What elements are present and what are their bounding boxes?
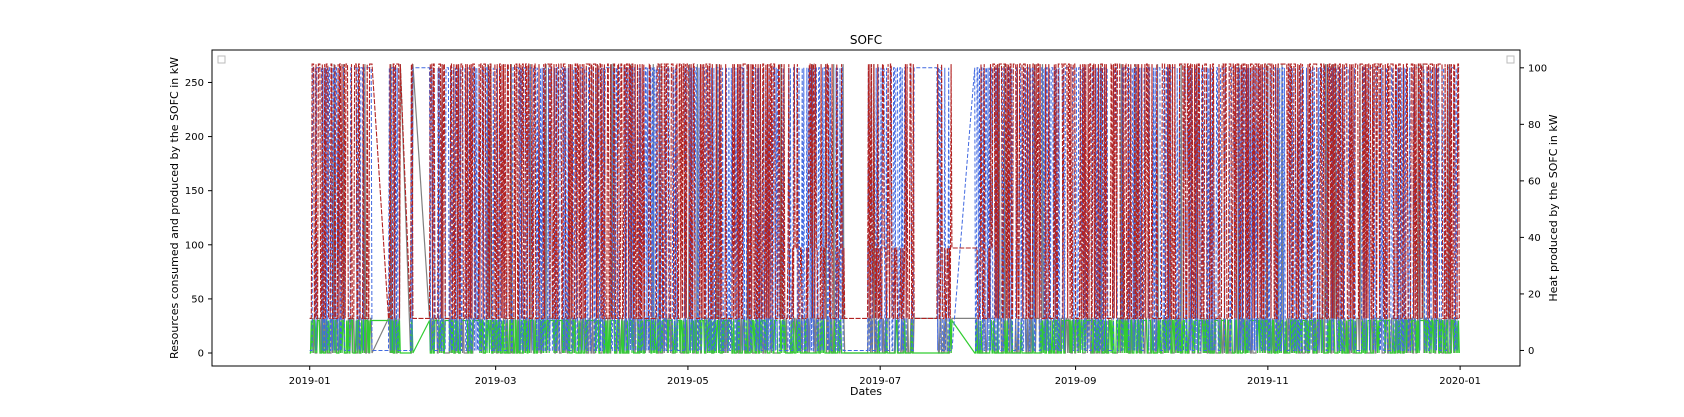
x-tick-label: 2019-03 bbox=[475, 376, 517, 387]
x-axis-ticks: 2019-01 2019-03 2019-05 2019-07 2019-09 2019-… bbox=[289, 366, 1481, 387]
right-y-tick-label: 40 bbox=[1528, 233, 1541, 244]
series-line-red bbox=[309, 63, 1460, 319]
left-y-tick-label: 0 bbox=[198, 349, 204, 360]
left-y-tick-label: 150 bbox=[185, 186, 204, 197]
x-tick-label: 2019-05 bbox=[667, 376, 709, 387]
right-y-tick-label: 60 bbox=[1528, 176, 1541, 187]
series-line-blue bbox=[309, 67, 1460, 351]
x-tick-label: 2019-01 bbox=[289, 376, 331, 387]
right-y-tick-label: 0 bbox=[1528, 346, 1534, 357]
x-tick-label: 2019-11 bbox=[1247, 376, 1289, 387]
x-tick-label: 2019-07 bbox=[859, 376, 901, 387]
left-y-tick-label: 250 bbox=[185, 78, 204, 89]
left-y-axis-label: Resources consumed and produced by the S… bbox=[168, 57, 181, 359]
right-y-axis-ticks: 0 20 40 60 80 100 bbox=[1520, 63, 1547, 357]
plot-frame bbox=[211, 49, 1521, 367]
x-tick-label: 2019-09 bbox=[1055, 376, 1097, 387]
legend-left bbox=[217, 55, 226, 64]
left-y-axis-ticks: 0 50 100 150 200 250 bbox=[185, 78, 212, 360]
chart-title: SOFC bbox=[850, 33, 882, 47]
left-y-tick-label: 100 bbox=[185, 240, 204, 251]
right-y-tick-label: 100 bbox=[1528, 63, 1547, 74]
x-tick-label: 2020-01 bbox=[1439, 376, 1481, 387]
x-axis-label: Dates bbox=[850, 385, 882, 398]
right-y-tick-label: 80 bbox=[1528, 120, 1541, 131]
data-marks bbox=[309, 63, 1460, 354]
left-y-tick-label: 50 bbox=[191, 294, 204, 305]
left-y-tick-label: 200 bbox=[185, 132, 204, 143]
right-y-tick-label: 20 bbox=[1528, 289, 1541, 300]
legend-right bbox=[1506, 55, 1515, 64]
right-y-axis-label: Heat produced by the SOFC in kW bbox=[1547, 114, 1560, 301]
